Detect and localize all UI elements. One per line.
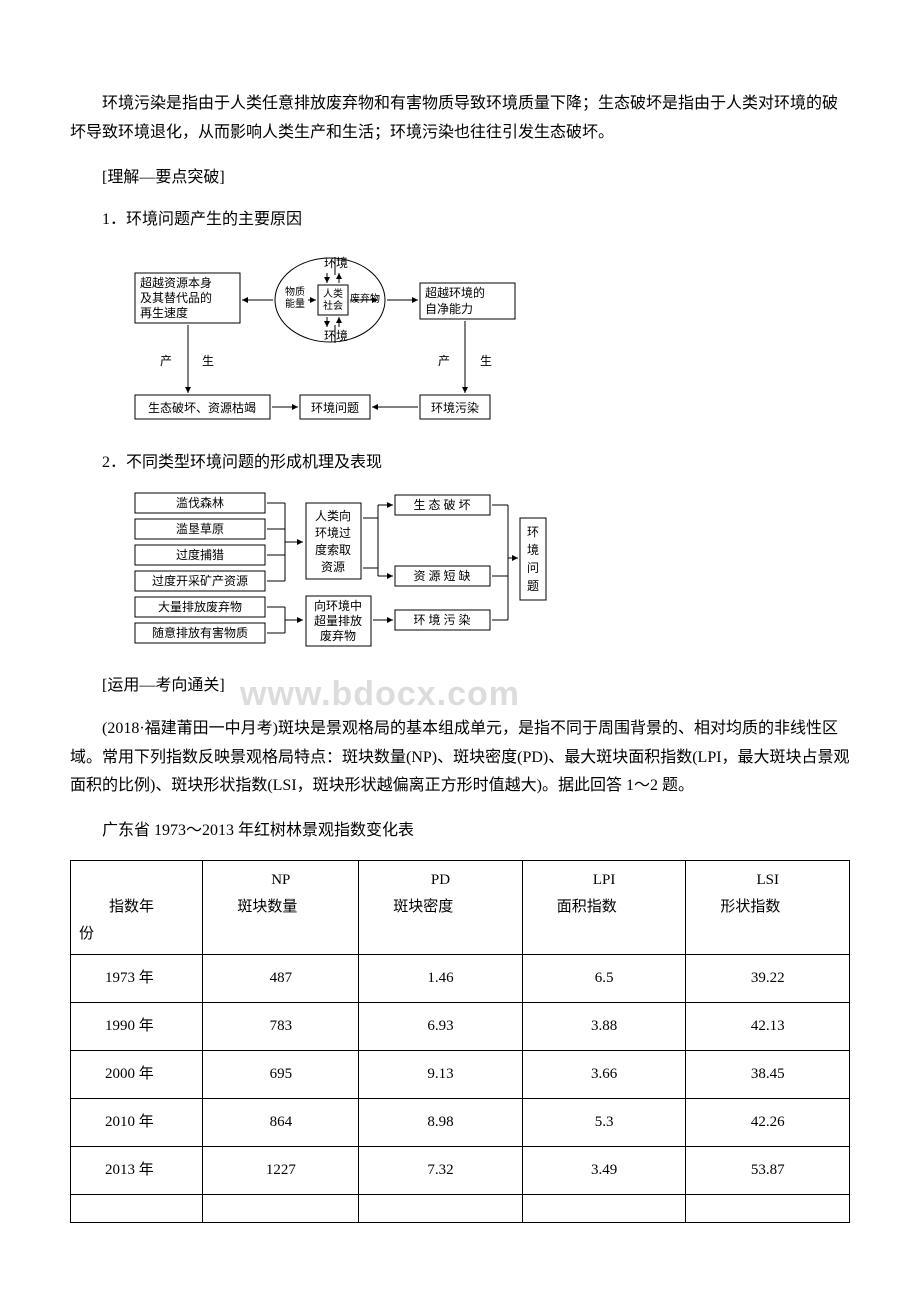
svg-text:生: 生 — [480, 354, 492, 368]
svg-text:过度捕猎: 过度捕猎 — [176, 547, 224, 562]
section-apply-label: [运用—考向通关] — [70, 672, 850, 701]
svg-text:问: 问 — [527, 561, 539, 575]
svg-text:滥垦草原: 滥垦草原 — [176, 522, 224, 536]
svg-text:人类向: 人类向 — [315, 508, 351, 523]
d2-left-boxes: 滥伐森林 滥垦草原 过度捕猎 过度开采矿产资源 大量排放废弃物 随意排放有害物质 — [135, 493, 265, 643]
question-paragraph: (2018·福建莆田一中月考)斑块是景观格局的基本组成单元，是指不同于周围背景的… — [70, 715, 850, 801]
col-np-code: NP — [271, 872, 290, 888]
table-row: 1990 年 783 6.93 3.88 42.13 — [71, 1002, 850, 1050]
svg-text:大量排放废弃物: 大量排放废弃物 — [158, 599, 242, 614]
col-lsi-code: LSI — [756, 872, 779, 888]
diagram-mechanisms: 滥伐森林 滥垦草原 过度捕猎 过度开采矿产资源 大量排放废弃物 随意排放有害物质… — [130, 488, 850, 658]
svg-text:环境问题: 环境问题 — [311, 400, 359, 415]
svg-text:超越资源本身: 超越资源本身 — [140, 275, 212, 290]
svg-text:过度开采矿产资源: 过度开采矿产资源 — [152, 573, 248, 588]
svg-text:人类: 人类 — [323, 287, 343, 300]
item-1-label: 1．环境问题产生的主要原因 — [70, 206, 850, 235]
hdr-left-line2: 份 — [79, 921, 198, 948]
svg-text:资 源 短 缺: 资 源 短 缺 — [413, 568, 470, 583]
hdr-left-line1: 指数年 — [79, 894, 198, 921]
intro-paragraph: 环境污染是指由于人类任意排放废弃物和有害物质导致环境质量下降；生态破坏是指由于人… — [70, 90, 850, 148]
svg-text:能量: 能量 — [285, 297, 305, 310]
svg-text:境: 境 — [336, 328, 348, 343]
table-row: 2010 年 864 8.98 5.3 42.26 — [71, 1098, 850, 1146]
svg-text:及其替代品的: 及其替代品的 — [140, 290, 212, 305]
section-understand-label: [理解—要点突破] — [70, 164, 850, 193]
svg-text:废弃物: 废弃物 — [320, 628, 356, 643]
table-row-empty — [71, 1194, 850, 1222]
svg-text:环境污染: 环境污染 — [431, 400, 479, 415]
table-title: 广东省 1973～2013 年红树林景观指数变化表 — [70, 817, 850, 846]
d1-env-bot: 环 — [324, 329, 336, 343]
svg-text:超量排放: 超量排放 — [314, 613, 362, 628]
svg-text:自净能力: 自净能力 — [425, 302, 473, 316]
col-lpi-label: 面积指数 — [527, 894, 682, 921]
col-np-label: 斑块数量 — [207, 894, 354, 921]
svg-text:废弃物: 废弃物 — [350, 292, 380, 305]
svg-text:境: 境 — [336, 255, 348, 270]
svg-text:生: 生 — [202, 354, 214, 368]
svg-text:超越环境的: 超越环境的 — [425, 285, 485, 300]
svg-text:度索取: 度索取 — [315, 542, 351, 557]
svg-text:滥伐森林: 滥伐森林 — [176, 495, 224, 510]
svg-text:环境过: 环境过 — [315, 525, 351, 540]
svg-text:环 境 污 染: 环 境 污 染 — [413, 612, 470, 627]
svg-text:资源: 资源 — [321, 560, 345, 574]
svg-text:环: 环 — [527, 525, 539, 539]
col-pd-code: PD — [431, 872, 450, 888]
svg-text:题: 题 — [527, 579, 539, 593]
mangrove-index-table: 指数年 份 NP 斑块数量 PD 斑块密度 LPI 面积指数 LSI 形状指数 … — [70, 860, 850, 1223]
svg-text:境: 境 — [527, 542, 539, 557]
table-header-row: 指数年 份 NP 斑块数量 PD 斑块密度 LPI 面积指数 LSI 形状指数 — [71, 860, 850, 954]
d1-env-top: 环 — [324, 256, 336, 270]
svg-text:生态破坏、资源枯竭: 生态破坏、资源枯竭 — [148, 400, 256, 415]
col-pd-label: 斑块密度 — [363, 894, 518, 921]
table-row: 2000 年 695 9.13 3.66 38.45 — [71, 1050, 850, 1098]
table-row: 2013 年 1227 7.32 3.49 53.87 — [71, 1146, 850, 1194]
svg-text:随意排放有害物质: 随意排放有害物质 — [152, 625, 248, 640]
svg-text:产: 产 — [160, 354, 172, 368]
svg-text:产: 产 — [438, 354, 450, 368]
svg-text:社会: 社会 — [323, 299, 343, 312]
table-row: 1973 年 487 1.46 6.5 39.22 — [71, 954, 850, 1002]
svg-text:向环境中: 向环境中 — [314, 598, 362, 613]
item-2-label: 2．不同类型环境问题的形成机理及表现 — [70, 449, 850, 478]
col-lpi-code: LPI — [593, 872, 616, 888]
diagram-causes: 环 境 环 境 人类 社会 物质 能量 废弃物 超越资源本身 及其替代品的 再生… — [130, 245, 850, 435]
svg-text:物质: 物质 — [285, 285, 305, 298]
svg-text:再生速度: 再生速度 — [140, 305, 188, 320]
col-lsi-label: 形状指数 — [690, 894, 845, 921]
svg-text:生 态 破 坏: 生 态 破 坏 — [413, 497, 470, 512]
